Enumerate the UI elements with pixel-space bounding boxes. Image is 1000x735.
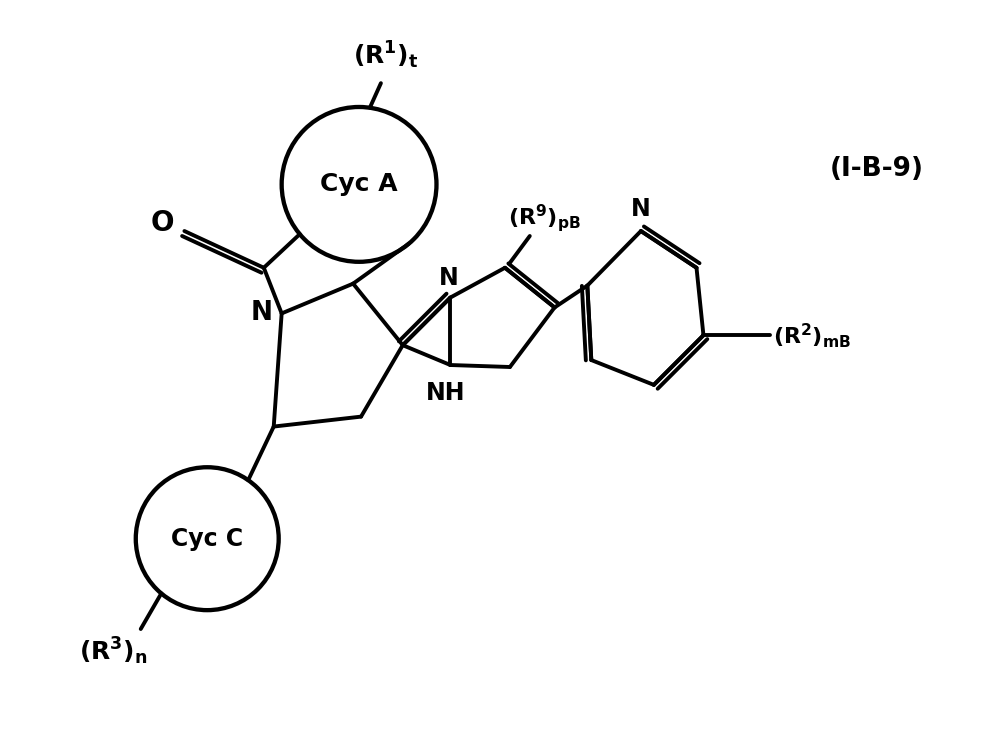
Text: (I-B-9): (I-B-9) [830,156,924,182]
Text: N: N [439,265,458,290]
Text: NH: NH [426,381,465,405]
Text: Cyc A: Cyc A [320,173,398,196]
Text: N: N [251,301,273,326]
Text: Cyc C: Cyc C [171,527,243,551]
Text: $\mathbf{(R^9)_{pB}}$: $\mathbf{(R^9)_{pB}}$ [508,202,581,234]
Text: $\mathbf{(R^3)_n}$: $\mathbf{(R^3)_n}$ [79,635,147,667]
Text: N: N [631,197,651,221]
Text: $\mathbf{(R^2)_{mB}}$: $\mathbf{(R^2)_{mB}}$ [773,321,851,350]
Text: $\mathbf{(R^1)_t}$: $\mathbf{(R^1)_t}$ [353,40,419,71]
Text: O: O [151,209,174,237]
